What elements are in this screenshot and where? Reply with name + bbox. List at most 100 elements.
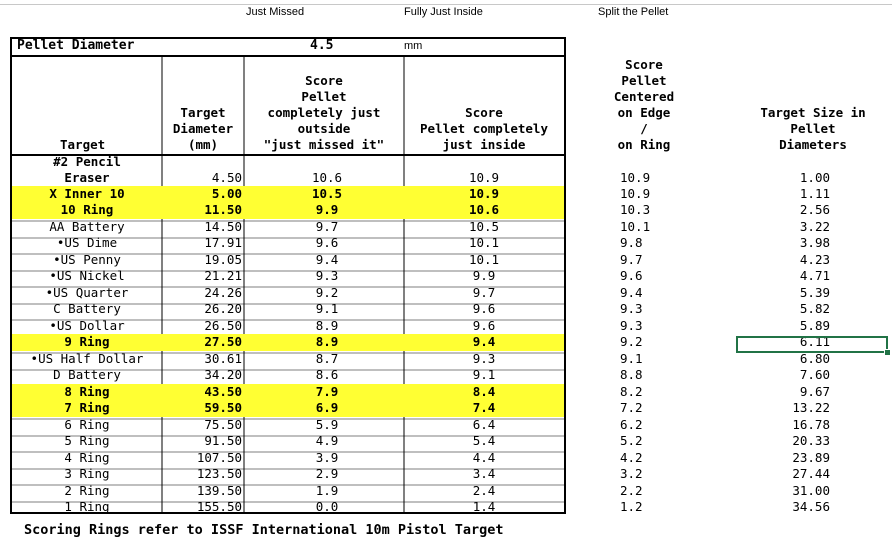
- table-row[interactable]: 2 Ring 139.50 1.9 2.4: [12, 483, 564, 500]
- table-row[interactable]: 8 Ring 43.50 7.9 8.4: [12, 384, 564, 401]
- cell-score-outside: 9.9: [315, 202, 339, 217]
- cell-score-centered: 5.2: [620, 433, 643, 448]
- cell-score-outside: 9.4: [315, 252, 339, 267]
- cell-score-inside: 6.4: [472, 417, 496, 432]
- cell-target-size: 23.89: [792, 450, 830, 465]
- cell-diameter: 59.50: [204, 400, 242, 415]
- table-row[interactable]: 6 Ring 75.50 5.9 6.4: [12, 417, 564, 434]
- cell-diameter: 139.50: [196, 483, 242, 498]
- cell-score-outside: 7.9: [315, 384, 339, 399]
- cell-score-outside: 10.6: [311, 170, 343, 185]
- cell-diameter: 21.21: [204, 268, 242, 283]
- cell-score-outside: 4.9: [315, 433, 339, 448]
- cell-score-centered: 9.7: [620, 252, 643, 267]
- pellet-diameter-value[interactable]: 4.5: [310, 38, 334, 53]
- cell-score-centered: 4.2: [620, 450, 643, 465]
- cell-score-outside: 9.1: [315, 301, 339, 316]
- cell-target-size: 5.89: [799, 318, 830, 333]
- table-gridlines: [12, 55, 564, 512]
- table-row[interactable]: 9 Ring 27.50 8.9 9.4: [12, 334, 564, 351]
- label-fully-inside: Fully Just Inside: [404, 6, 483, 18]
- cell-score-centered: 9.1: [620, 351, 643, 366]
- table-row[interactable]: 10 Ring 11.50 9.9 10.6: [12, 202, 564, 219]
- cell-target-size: 3.98: [799, 235, 830, 250]
- cell-diameter: 27.50: [204, 334, 242, 349]
- cell-target-size: 1.11: [799, 186, 830, 201]
- cell-score-inside: 10.1: [468, 235, 500, 250]
- cell-target: #2 Pencil Eraser: [53, 154, 121, 185]
- table-row[interactable]: 5 Ring 91.50 4.9 5.4: [12, 433, 564, 450]
- selected-cell[interactable]: [736, 336, 888, 353]
- cell-diameter: 26.50: [204, 318, 242, 333]
- table-row[interactable]: 4 Ring 107.50 3.9 4.4: [12, 450, 564, 467]
- cell-score-outside: 9.2: [315, 285, 339, 300]
- table-row[interactable]: 7 Ring 59.50 6.9 7.4: [12, 400, 564, 417]
- cell-score-inside: 10.9: [468, 186, 500, 201]
- cell-target: X Inner 10: [49, 186, 125, 201]
- table-row[interactable]: X Inner 10 5.00 10.5 10.9: [12, 186, 564, 203]
- cell-target: C Battery: [53, 301, 121, 316]
- cell-diameter: 4.50: [211, 170, 242, 185]
- cell-score-centered: 2.2: [620, 483, 643, 498]
- cell-score-outside: 9.3: [315, 268, 339, 283]
- table-row[interactable]: 3 Ring 123.50 2.9 3.4: [12, 466, 564, 483]
- header-target-diameter: Target Diameter (mm): [172, 105, 234, 152]
- cell-score-centered: 7.2: [620, 400, 643, 415]
- label-split-pellet: Split the Pellet: [598, 6, 669, 18]
- cell-target: 9 Ring: [64, 334, 110, 349]
- header-score-outside: Score Pellet completely just outside "ju…: [263, 73, 385, 152]
- cell-diameter: 91.50: [204, 433, 242, 448]
- cell-score-inside: 10.9: [468, 170, 500, 185]
- cell-diameter: 24.26: [204, 285, 242, 300]
- cell-target-size: 2.56: [799, 202, 830, 217]
- cell-score-outside: 5.9: [315, 417, 339, 432]
- cell-score-inside: 9.6: [472, 318, 496, 333]
- header-target-size: Target Size in Pellet Diameters: [760, 105, 866, 152]
- cell-score-centered: 10.3: [620, 202, 651, 217]
- cell-diameter: 11.50: [204, 202, 242, 217]
- table-row[interactable]: •US Penny 19.05 9.4 10.1: [12, 252, 564, 269]
- cell-score-centered: 8.2: [620, 384, 643, 399]
- cell-score-outside: 0.0: [315, 499, 339, 514]
- cell-target: 4 Ring: [64, 450, 110, 465]
- cell-score-outside: 8.9: [315, 334, 339, 349]
- cell-diameter: 34.20: [204, 367, 242, 382]
- cell-diameter: 107.50: [196, 450, 242, 465]
- table-row[interactable]: •US Nickel 21.21 9.3 9.9: [12, 268, 564, 285]
- table-row[interactable]: •US Dollar 26.50 8.9 9.6: [12, 318, 564, 335]
- cell-score-inside: 9.1: [472, 367, 496, 382]
- cell-score-inside: 7.4: [472, 400, 496, 415]
- cell-score-outside: 9.7: [315, 219, 339, 234]
- table-row[interactable]: AA Battery 14.50 9.7 10.5: [12, 219, 564, 236]
- cell-target-size: 16.78: [792, 417, 830, 432]
- header-target: Target: [60, 137, 106, 152]
- label-just-missed: Just Missed: [246, 6, 305, 18]
- table-row[interactable]: 1 Ring 155.50 0.0 1.4: [12, 499, 564, 516]
- table-row[interactable]: #2 Pencil Eraser 4.50 10.6 10.9: [12, 154, 564, 187]
- cell-score-centered: 6.2: [620, 417, 643, 432]
- cell-target-size: 9.67: [799, 384, 830, 399]
- fill-handle[interactable]: [884, 349, 891, 356]
- table-row[interactable]: •US Dime 17.91 9.6 10.1: [12, 235, 564, 252]
- cell-target: 3 Ring: [64, 466, 110, 481]
- cell-diameter: 14.50: [204, 219, 242, 234]
- table-row[interactable]: •US Half Dollar 30.61 8.7 9.3: [12, 351, 564, 368]
- cell-target: AA Battery: [49, 219, 125, 234]
- cell-score-inside: 3.4: [472, 466, 496, 481]
- cell-score-centered: 8.8: [620, 367, 643, 382]
- cell-score-outside: 8.7: [315, 351, 339, 366]
- cell-target-size: 4.71: [799, 268, 830, 283]
- cell-score-outside: 1.9: [315, 483, 339, 498]
- cell-diameter: 30.61: [204, 351, 242, 366]
- cell-target-size: 1.00: [799, 170, 830, 185]
- cell-score-inside: 9.4: [472, 334, 496, 349]
- cell-target-size: 4.23: [799, 252, 830, 267]
- cell-score-inside: 9.7: [472, 285, 496, 300]
- pellet-diameter-label: Pellet Diameter: [17, 38, 135, 53]
- table-row[interactable]: C Battery 26.20 9.1 9.6: [12, 301, 564, 318]
- table-row[interactable]: D Battery 34.20 8.6 9.1: [12, 367, 564, 384]
- cell-score-inside: 2.4: [472, 483, 496, 498]
- table-row[interactable]: •US Quarter 24.26 9.2 9.7: [12, 285, 564, 302]
- sheet-top-border: [0, 4, 892, 5]
- cell-target: •US Nickel: [49, 268, 125, 283]
